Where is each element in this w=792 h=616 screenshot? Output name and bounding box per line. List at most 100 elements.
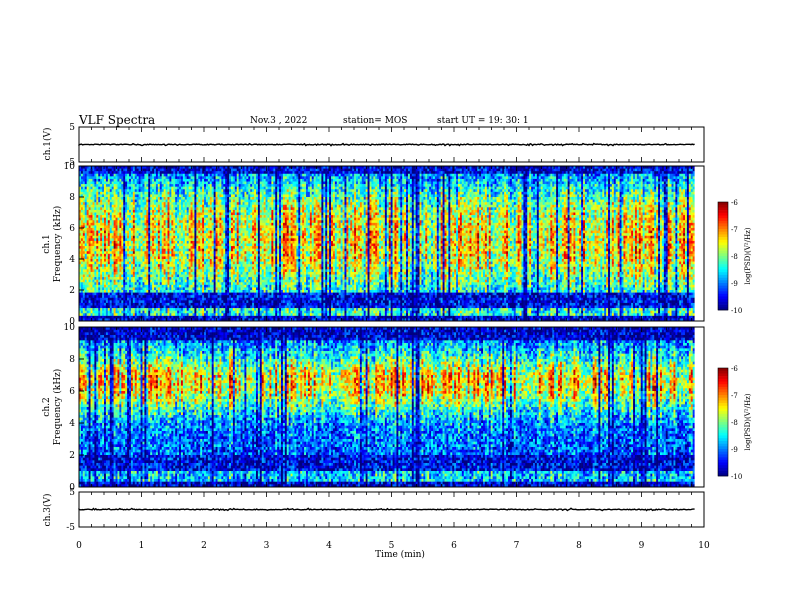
spectrogram-cell <box>96 207 98 210</box>
spectrogram-cell <box>92 213 94 216</box>
spectrogram-cell <box>102 287 104 290</box>
spectrogram-cell <box>83 192 85 195</box>
spectrogram-cell <box>94 251 96 254</box>
spectrogram-cell <box>85 244 87 247</box>
spectrogram-cell <box>100 238 102 241</box>
spectrogram-cell <box>87 184 89 187</box>
spectrogram-cell <box>83 262 85 265</box>
spectrogram-cell <box>102 210 104 213</box>
spectrogram-cell <box>92 223 94 226</box>
spectrogram-cell <box>98 267 100 270</box>
spectrogram-cell <box>91 256 93 259</box>
spectrogram-cell <box>92 179 94 182</box>
spectrogram-cell <box>94 215 96 218</box>
spectrogram-cell <box>91 233 93 236</box>
spectrogram-cell <box>83 205 85 208</box>
spectrogram-cell <box>92 246 94 249</box>
spectrogram-cell <box>94 282 96 285</box>
spectrogram-cell <box>85 197 87 200</box>
spectrogram-cell <box>91 205 93 208</box>
spectrogram-cell <box>89 228 91 231</box>
spectrogram-cell <box>89 254 91 257</box>
spectrogram-cell <box>96 246 98 249</box>
spectrogram-cell <box>87 215 89 218</box>
spectrogram-cell <box>100 267 102 270</box>
spectrogram-cell <box>102 228 104 231</box>
spectrogram-cell <box>102 207 104 210</box>
spectrogram-cell <box>96 282 98 285</box>
spectrogram-cell <box>91 223 93 226</box>
spectrogram-cell <box>96 254 98 257</box>
spectrogram-cell <box>83 313 85 316</box>
spectrogram-cell <box>92 189 94 192</box>
spectrogram-cell <box>100 192 102 195</box>
spectrogram-cell <box>92 293 94 296</box>
spectrogram-cell <box>96 290 98 293</box>
spectrogram-cell <box>91 197 93 200</box>
spectrogram-cell <box>98 293 100 296</box>
spectrogram-cell <box>92 218 94 221</box>
spectrogram-cell <box>92 182 94 185</box>
spectrogram-cell <box>91 293 93 296</box>
spectrogram-cell <box>81 176 83 179</box>
spectrogram-cell <box>87 210 89 213</box>
spectrogram-cell <box>102 290 104 293</box>
spectrogram-cell <box>92 300 94 303</box>
spectrogram-cell <box>81 267 83 270</box>
spectrogram-cell <box>100 246 102 249</box>
spectrogram-cell <box>81 295 83 298</box>
spectrogram-cell <box>85 228 87 231</box>
spectrogram-cell <box>89 280 91 283</box>
spectrogram-cell <box>94 213 96 216</box>
spectrogram-cell <box>85 246 87 249</box>
spectrogram-cell <box>92 171 94 174</box>
spectrogram-cell <box>100 241 102 244</box>
spectrogram-cell <box>81 313 83 316</box>
spectrogram-cell <box>87 174 89 177</box>
spectrogram-cell <box>89 189 91 192</box>
spectrogram-cell <box>81 220 83 223</box>
spectrogram-cell <box>98 298 100 301</box>
spectrogram-cell <box>92 287 94 290</box>
spectrogram-cell <box>85 225 87 228</box>
spectrogram-cell <box>94 233 96 236</box>
spectrogram-cell <box>83 306 85 309</box>
spectrogram-cell <box>100 244 102 247</box>
spectrogram-cell <box>96 200 98 203</box>
spectrogram-cell <box>89 176 91 179</box>
spectrogram-cell <box>87 213 89 216</box>
spectrogram-cell <box>85 210 87 213</box>
spectrogram-cell <box>83 223 85 226</box>
spectrogram-cell <box>94 202 96 205</box>
spectrogram-cell <box>96 272 98 275</box>
spectrogram-cell <box>94 280 96 283</box>
spectrogram-cell <box>94 285 96 288</box>
spectrogram-cell <box>92 282 94 285</box>
spectrogram-cell <box>96 233 98 236</box>
spectrogram-cell <box>83 298 85 301</box>
spectrogram-cell <box>92 298 94 301</box>
spectrogram-cell <box>89 202 91 205</box>
spectrogram-cell <box>87 200 89 203</box>
spectrogram-cell <box>81 174 83 177</box>
spectrogram-cell <box>92 202 94 205</box>
vlf-spectra-figure: VLF Spectra Nov.3 , 2022 station= MOS st… <box>0 0 792 612</box>
spectrogram-cell <box>92 249 94 252</box>
spectrogram-cell <box>96 205 98 208</box>
spectrogram-cell <box>102 179 104 182</box>
ch1-waveform-trace <box>79 144 695 146</box>
spectrogram-cell <box>100 303 102 306</box>
spectrogram-cell <box>89 308 91 311</box>
spectrogram-cell <box>85 194 87 197</box>
spectrogram-cell <box>92 192 94 195</box>
spectrogram-cell <box>87 282 89 285</box>
spectrogram-cell <box>100 256 102 259</box>
date-label: Nov.3 , 2022 <box>250 116 307 126</box>
spectrogram-cell <box>98 228 100 231</box>
spectrogram-cell <box>96 306 98 309</box>
spectrogram-cell <box>83 202 85 205</box>
ch1-spectrogram-heatmap <box>79 166 704 321</box>
spectrogram-cell <box>96 264 98 267</box>
spectrogram-cell <box>89 251 91 254</box>
spectrogram-cell <box>81 249 83 252</box>
